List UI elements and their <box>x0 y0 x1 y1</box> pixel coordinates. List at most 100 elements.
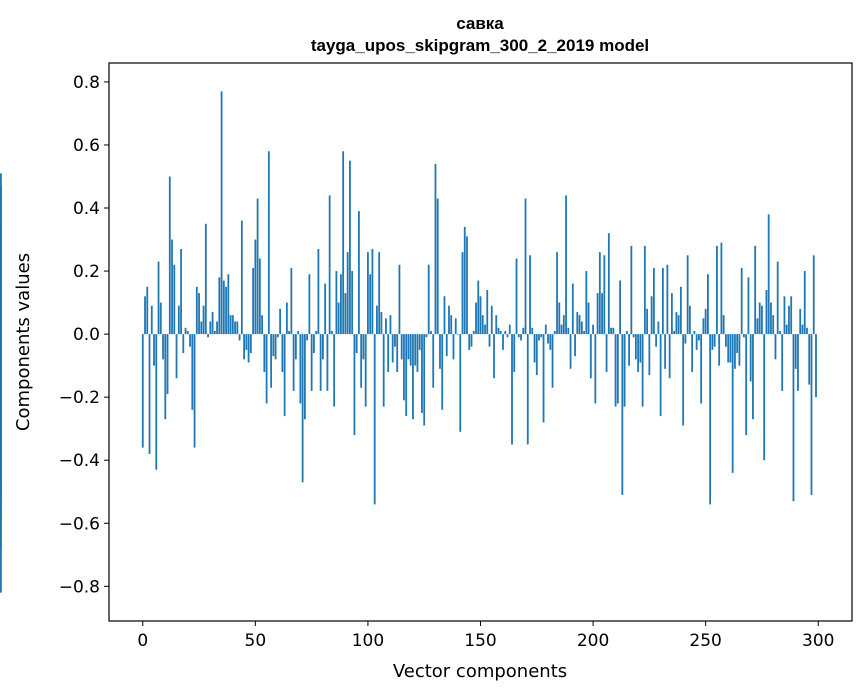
bar <box>220 91 223 335</box>
bar <box>688 305 691 335</box>
bar <box>562 315 565 335</box>
bar <box>394 334 396 347</box>
bar <box>378 252 381 335</box>
bar <box>340 274 342 335</box>
bar <box>605 334 608 372</box>
bar <box>389 315 392 335</box>
bar <box>686 255 689 335</box>
bar <box>745 334 748 435</box>
bar <box>326 334 329 391</box>
chart-title: савка <box>456 14 504 33</box>
bar <box>346 252 349 335</box>
bar <box>335 271 338 335</box>
bar <box>779 330 781 335</box>
y-axis-label: Components values <box>13 253 34 431</box>
bar <box>382 334 385 407</box>
bar <box>387 334 390 372</box>
bar <box>403 334 405 401</box>
bar <box>720 242 723 335</box>
bar <box>765 289 768 335</box>
bar <box>788 305 790 335</box>
bar <box>783 296 786 335</box>
bar <box>292 334 295 391</box>
bar <box>774 334 777 360</box>
bar <box>457 334 459 335</box>
bar <box>202 305 205 335</box>
bar <box>749 334 752 382</box>
bar <box>171 239 173 335</box>
bar <box>702 318 705 335</box>
bar <box>625 330 628 335</box>
bar <box>803 271 806 335</box>
bar <box>619 280 621 335</box>
bar <box>351 271 354 335</box>
bar <box>797 334 799 391</box>
bar <box>234 321 236 335</box>
bar <box>153 334 155 366</box>
bar <box>484 324 486 335</box>
bar <box>522 327 525 335</box>
bar <box>565 195 567 335</box>
bar <box>186 330 189 335</box>
bar <box>650 296 653 335</box>
bar <box>538 334 540 341</box>
bar <box>222 280 225 335</box>
bar <box>790 296 793 335</box>
bar <box>157 261 160 335</box>
bar <box>308 274 311 335</box>
bar <box>558 302 561 335</box>
bar <box>468 334 471 350</box>
bar <box>763 334 766 461</box>
bar <box>799 308 802 335</box>
bar <box>677 315 680 335</box>
bar <box>601 293 603 335</box>
bar <box>425 334 428 338</box>
bar <box>274 334 277 360</box>
bar <box>770 302 772 335</box>
bar <box>315 330 318 335</box>
bar <box>445 334 448 357</box>
chart-subtitle: tayga_upos_skipgram_300_2_2019 model <box>311 36 649 55</box>
bar <box>643 245 646 335</box>
bar <box>767 214 770 335</box>
bar <box>227 274 230 335</box>
bar <box>0 334 2 549</box>
bar <box>580 321 583 335</box>
bar <box>547 334 549 344</box>
bar <box>430 330 432 335</box>
bar <box>191 334 194 410</box>
bar <box>439 334 441 369</box>
bar <box>520 334 522 341</box>
bar <box>461 252 464 335</box>
bar <box>466 236 468 335</box>
bar <box>623 334 626 407</box>
bar <box>141 334 144 448</box>
bar <box>245 334 248 350</box>
bar <box>231 315 234 335</box>
bar <box>405 334 408 417</box>
bar <box>450 315 453 335</box>
y-tick-label: 0.6 <box>73 136 100 156</box>
y-tick-label: 0.0 <box>73 325 100 345</box>
bar <box>736 334 739 354</box>
bar <box>693 330 696 335</box>
bar <box>727 334 730 363</box>
bar <box>695 334 698 350</box>
bar <box>148 334 151 454</box>
bar <box>553 330 556 335</box>
x-tick-label: 150 <box>464 631 496 651</box>
bar <box>664 334 667 369</box>
bar <box>432 334 435 388</box>
bar <box>328 195 331 335</box>
y-tick-label: −0.2 <box>59 388 100 408</box>
bar <box>423 334 426 426</box>
bar <box>441 334 444 410</box>
bar <box>673 330 676 335</box>
bar <box>421 334 423 413</box>
bar <box>349 160 351 335</box>
bar <box>391 334 394 363</box>
bar <box>270 334 273 388</box>
bar <box>704 308 707 335</box>
bar <box>569 334 572 369</box>
